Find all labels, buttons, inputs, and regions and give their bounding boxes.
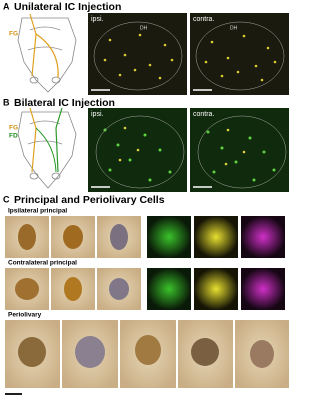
panel-title: Unilateral IC Injection	[14, 1, 121, 13]
tracer-label: FG	[9, 125, 18, 132]
schematic	[17, 107, 77, 189]
outline	[197, 115, 287, 189]
panel-title: Principal and Periolivary Cells	[14, 194, 165, 206]
annotation: DH	[140, 25, 148, 31]
schematic	[17, 13, 77, 93]
panel-label: A	[3, 1, 10, 11]
outline	[95, 115, 185, 189]
labeled-cells	[103, 33, 277, 82]
image-label: contra.	[193, 16, 214, 23]
micrograph	[190, 13, 289, 95]
labeled-cells	[103, 128, 276, 182]
cell-images	[5, 216, 285, 258]
double-labeled-cells	[118, 126, 246, 166]
tracer-label: FD	[9, 133, 18, 140]
panel-label: B	[3, 97, 10, 107]
row-label: Contralateral principal	[8, 260, 77, 267]
figure: A Unilateral IC Injection FG ipsi. contr…	[3, 1, 289, 395]
row-label: Periolivary	[8, 312, 42, 319]
micrograph	[88, 13, 187, 95]
row-label: Ipsilateral principal	[8, 208, 67, 215]
annotation: DH	[230, 25, 238, 31]
micrograph	[190, 108, 289, 192]
panel-label: C	[3, 194, 10, 204]
outline	[195, 21, 285, 91]
image-label: contra.	[193, 111, 214, 118]
outline	[93, 21, 183, 91]
cell-images	[5, 320, 289, 388]
tracer-label: FG	[9, 31, 18, 38]
cell-images	[5, 268, 285, 310]
image-label: ipsi.	[91, 111, 104, 118]
image-label: ipsi.	[91, 16, 104, 23]
panel-title: Bilateral IC Injection	[14, 97, 115, 109]
